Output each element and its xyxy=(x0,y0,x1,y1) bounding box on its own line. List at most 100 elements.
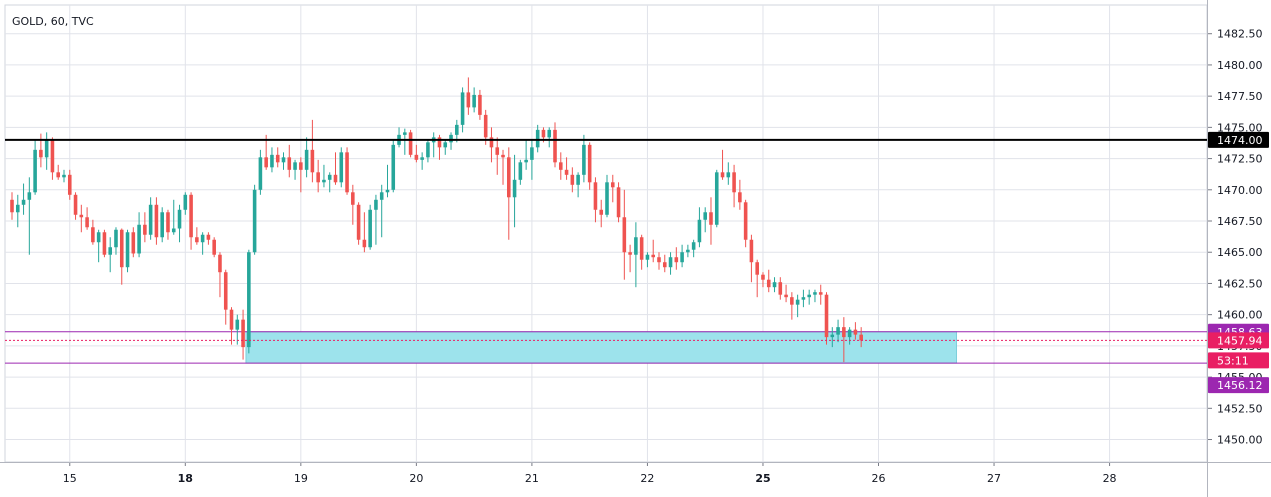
candle-body xyxy=(518,162,523,180)
candle xyxy=(634,222,638,288)
zone-bottom-price-label-bg xyxy=(1208,377,1269,394)
candle xyxy=(766,269,771,293)
candle xyxy=(200,232,205,255)
candle-body xyxy=(137,224,141,254)
candle-body xyxy=(443,142,448,148)
candle-body xyxy=(56,172,61,178)
candle xyxy=(287,144,292,178)
countdown-label-text: 53:11 xyxy=(1217,354,1249,367)
candle xyxy=(610,174,615,203)
candle-body xyxy=(449,134,453,143)
candle xyxy=(726,162,731,185)
candle xyxy=(651,239,656,263)
candle xyxy=(801,289,806,308)
zone-bottom-price-label-text: 1456.12 xyxy=(1217,379,1263,392)
candle-body xyxy=(836,327,840,335)
candle xyxy=(333,152,338,185)
candle xyxy=(489,127,494,163)
candle-body xyxy=(270,154,274,168)
candle-body xyxy=(183,194,188,210)
candle-body xyxy=(847,329,852,338)
candle xyxy=(252,184,257,255)
candle-body xyxy=(287,157,292,170)
candle xyxy=(73,192,78,220)
candle-body xyxy=(316,172,320,183)
candle-body xyxy=(512,179,517,198)
candle xyxy=(160,207,164,243)
candle-body xyxy=(755,262,759,275)
candle xyxy=(761,272,765,288)
candle xyxy=(576,172,580,198)
candle xyxy=(662,254,667,273)
candle xyxy=(131,227,136,258)
candle xyxy=(339,147,344,188)
candle xyxy=(403,128,407,155)
candle xyxy=(512,154,517,228)
candle xyxy=(385,164,390,198)
candle xyxy=(686,244,690,258)
candle xyxy=(709,197,713,245)
candle-body xyxy=(483,114,488,138)
candle xyxy=(645,252,650,268)
y-tick-label: 1460.00 xyxy=(1217,309,1263,322)
symbol-title: GOLD, 60, TVC xyxy=(12,15,94,28)
candle-body xyxy=(160,212,164,238)
candle-body xyxy=(691,242,696,250)
zone-bottom-price-label: 1456.12 xyxy=(1208,377,1269,394)
candle-body xyxy=(766,279,771,288)
candle-body xyxy=(96,232,101,243)
candle xyxy=(50,137,55,180)
candle-body xyxy=(351,192,355,205)
candle-body xyxy=(639,237,644,260)
candle xyxy=(755,259,759,298)
candle-body xyxy=(599,209,604,215)
candle-body xyxy=(489,137,494,148)
candle-body xyxy=(229,309,234,330)
candle xyxy=(212,237,216,258)
candle xyxy=(275,147,280,168)
y-tick-label: 1450.00 xyxy=(1217,434,1263,447)
candle-body xyxy=(535,129,540,148)
candle xyxy=(847,327,852,345)
candle-body xyxy=(437,137,442,148)
candle-body xyxy=(426,142,430,158)
candles[interactable] xyxy=(10,77,863,363)
candle xyxy=(102,229,107,258)
candle-body xyxy=(62,174,66,178)
candle xyxy=(62,169,66,183)
candle xyxy=(143,212,147,243)
candle xyxy=(582,134,586,183)
candle xyxy=(587,142,592,190)
candle xyxy=(460,87,465,133)
candle-body xyxy=(466,92,471,108)
candle xyxy=(91,219,95,245)
candle xyxy=(218,252,222,298)
candle xyxy=(299,157,303,193)
candle xyxy=(859,327,863,348)
horizontal-lines[interactable] xyxy=(5,138,1207,341)
candle xyxy=(374,194,378,245)
candle xyxy=(96,229,101,263)
candle xyxy=(241,309,245,360)
candle xyxy=(408,129,413,158)
candle xyxy=(431,132,436,158)
candle-body xyxy=(813,292,817,295)
candle-body xyxy=(85,217,89,228)
candle xyxy=(564,157,569,180)
candle xyxy=(368,204,372,250)
last-price-label-text: 1457.94 xyxy=(1217,334,1263,347)
candle xyxy=(414,144,419,163)
candle xyxy=(258,149,263,195)
candle-body xyxy=(853,329,858,335)
x-tick-label: 27 xyxy=(987,472,1001,485)
candle-body xyxy=(102,232,107,255)
candle-body xyxy=(732,172,736,193)
candle xyxy=(732,164,736,208)
candle-body xyxy=(564,169,569,175)
candle-body xyxy=(553,129,557,163)
candle xyxy=(10,192,14,220)
candle xyxy=(397,127,401,148)
candle-body xyxy=(44,139,49,158)
